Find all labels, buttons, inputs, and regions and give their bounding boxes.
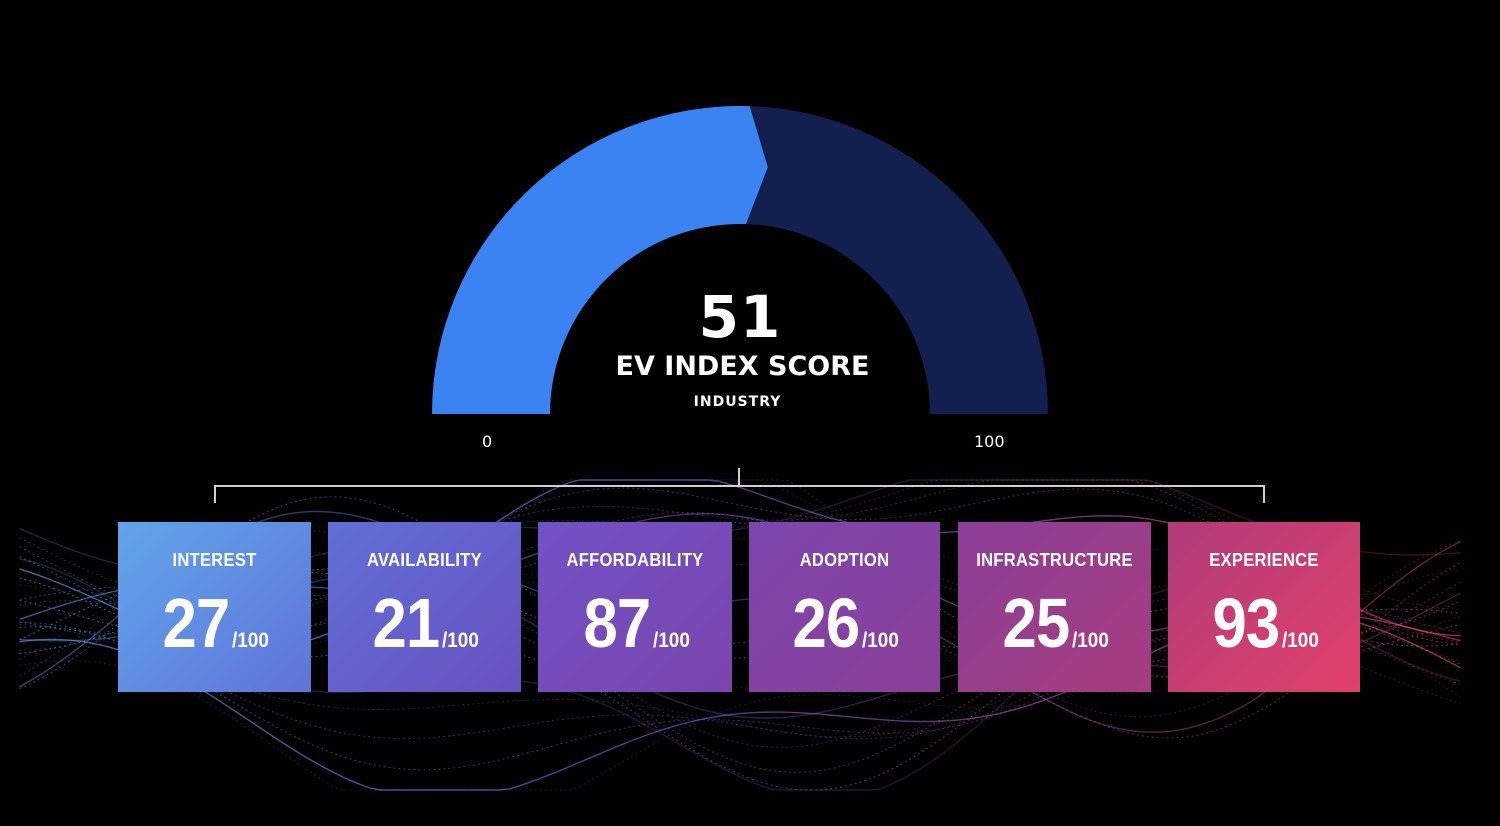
wave-line bbox=[19, 624, 1461, 738]
category-card-infrastructure: INFRASTRUCTURE 25/100 bbox=[958, 522, 1151, 692]
category-max: /100 bbox=[1281, 629, 1319, 652]
category-score: 21/100 bbox=[328, 588, 521, 658]
category-card-adoption: ADOPTION 26/100 bbox=[749, 522, 940, 692]
wave-line bbox=[19, 479, 1461, 610]
category-score: 93/100 bbox=[1168, 588, 1360, 658]
category-connector bbox=[214, 468, 1265, 503]
category-value: 25 bbox=[1002, 584, 1071, 662]
category-max: /100 bbox=[442, 629, 479, 652]
category-max: /100 bbox=[1072, 629, 1109, 652]
category-max: /100 bbox=[652, 629, 690, 652]
category-label: AVAILABILITY bbox=[367, 550, 482, 570]
gauge-max-label: 100 bbox=[974, 432, 1005, 451]
category-value: 93 bbox=[1212, 584, 1280, 662]
category-card-interest: INTEREST 27/100 bbox=[118, 522, 311, 692]
category-label: AFFORDABILITY bbox=[566, 550, 704, 570]
category-label: EXPERIENCE bbox=[1209, 550, 1319, 570]
category-label: ADOPTION bbox=[799, 550, 890, 570]
wave-line bbox=[19, 628, 1461, 791]
gauge-fill bbox=[432, 106, 768, 415]
category-score: 27/100 bbox=[118, 588, 311, 658]
wave-line bbox=[19, 600, 1461, 773]
category-score: 25/100 bbox=[958, 588, 1151, 658]
ev-index-score-title: EV INDEX SCORE bbox=[615, 351, 870, 382]
category-value: 87 bbox=[583, 584, 651, 662]
category-value: 21 bbox=[372, 584, 441, 662]
category-card-availability: AVAILABILITY 21/100 bbox=[328, 522, 521, 692]
category-label: INFRASTRUCTURE bbox=[976, 550, 1133, 570]
category-score: 26/100 bbox=[749, 588, 940, 658]
category-max: /100 bbox=[232, 629, 269, 652]
wave-line bbox=[19, 510, 1461, 733]
wave-line bbox=[19, 496, 1461, 739]
ev-index-score-subtitle: INDUSTRY bbox=[693, 394, 782, 410]
category-value: 27 bbox=[162, 584, 231, 662]
category-label: INTEREST bbox=[172, 550, 257, 570]
wave-line bbox=[19, 614, 1461, 771]
category-score: 87/100 bbox=[538, 588, 732, 658]
category-max: /100 bbox=[862, 629, 899, 652]
category-card-experience: EXPERIENCE 93/100 bbox=[1168, 522, 1360, 692]
category-value: 26 bbox=[792, 584, 861, 662]
gauge-min-label: 0 bbox=[482, 432, 493, 451]
category-card-affordability: AFFORDABILITY 87/100 bbox=[538, 522, 732, 692]
ev-index-score-value: 51 bbox=[698, 283, 782, 351]
